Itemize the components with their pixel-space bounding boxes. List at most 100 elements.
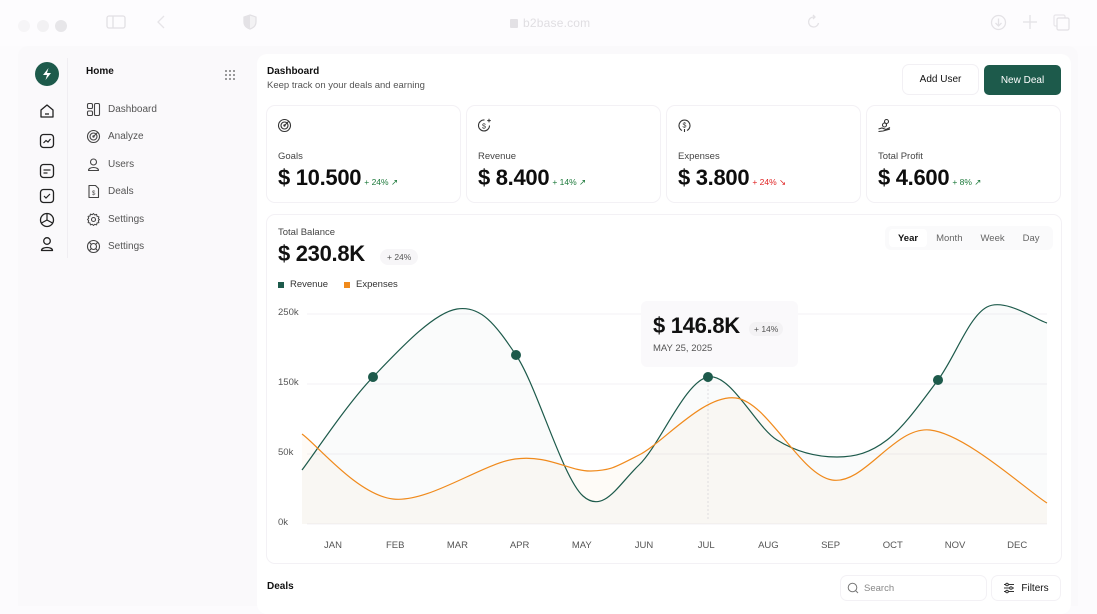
- add-user-button[interactable]: Add User: [903, 65, 978, 94]
- stat-card-expenses: $: [667, 106, 860, 202]
- maximize-window-button[interactable]: [55, 20, 67, 32]
- document-dollar-icon: $: [86, 184, 101, 199]
- stat-label: Revenue: [478, 151, 517, 162]
- stat-card-goals: [267, 106, 460, 202]
- tabs-overview-icon[interactable]: [1053, 14, 1070, 36]
- address-bar[interactable]: b2base.com: [510, 16, 590, 30]
- stat-card-revenue: $: [467, 106, 660, 202]
- stat-delta: + 8% ↗: [952, 177, 982, 187]
- stat-delta: + 24% ↘: [752, 177, 787, 187]
- legend-revenue[interactable]: Revenue: [278, 279, 328, 290]
- legend-swatch: [344, 281, 351, 288]
- sidebar-item-label: Users: [108, 158, 135, 170]
- chart-tooltip: $ 146.8K + 14% MAY 25, 2025: [641, 301, 798, 367]
- tooltip-date: MAY 25, 2025: [653, 343, 713, 354]
- legend-swatch: [278, 281, 284, 288]
- stat-value: $ 4.600 + 8% ↗: [878, 165, 982, 190]
- new-deal-button[interactable]: New Deal: [984, 65, 1061, 95]
- tooltip-value: $ 146.8K: [653, 313, 740, 338]
- user-icon: [86, 157, 101, 172]
- search-input[interactable]: [864, 582, 974, 594]
- x-tick: MAY: [571, 540, 592, 551]
- chart-legend: Revenue Expenses: [278, 279, 398, 290]
- sidebar-toggle-icon[interactable]: [106, 14, 126, 35]
- stat-label: Goals: [278, 151, 303, 162]
- x-tick: JAN: [324, 540, 342, 551]
- y-tick: 50k: [278, 447, 294, 458]
- user-icon[interactable]: [38, 235, 56, 253]
- sidebar-nav: Home Dashboard Analyze Users $ Deals Set…: [86, 66, 246, 253]
- x-tick: NOV: [944, 540, 966, 551]
- grid-menu-icon[interactable]: [224, 68, 236, 80]
- balance-line-chart[interactable]: [267, 215, 1061, 563]
- chart-data-point[interactable]: [368, 372, 378, 382]
- tab-year[interactable]: Year: [889, 229, 928, 247]
- dollar-out-icon: $: [677, 118, 692, 133]
- icon-rail: [18, 50, 66, 270]
- stat-delta: + 14% ↗: [552, 177, 587, 187]
- stat-value: $ 8.400 + 14% ↗: [478, 165, 587, 190]
- svg-text:$: $: [92, 191, 96, 197]
- x-tick: JUL: [697, 540, 715, 551]
- dollar-sparkle-icon: $: [477, 118, 492, 133]
- chart-data-point[interactable]: [511, 350, 521, 360]
- sidebar-section-title: Home: [86, 66, 114, 77]
- tab-month[interactable]: Month: [936, 232, 963, 244]
- x-tick: JUN: [634, 540, 654, 551]
- page-title: Dashboard: [267, 66, 320, 77]
- balance-label: Total Balance: [278, 227, 336, 238]
- sidebar-item-settings[interactable]: Settings: [86, 209, 144, 229]
- svg-text:$: $: [683, 123, 687, 130]
- logo[interactable]: [35, 62, 59, 86]
- deals-search[interactable]: [841, 576, 986, 600]
- sidebar-divider: [67, 58, 68, 258]
- period-selector: Year Month Week Day: [885, 226, 1053, 250]
- x-tick: DEC: [1007, 540, 1028, 551]
- legend-expenses[interactable]: Expenses: [344, 279, 398, 290]
- svg-text:$: $: [482, 123, 486, 130]
- stat-label: Expenses: [678, 151, 720, 162]
- balance-value: $ 230.8K: [278, 241, 365, 266]
- chart-data-point[interactable]: [933, 375, 943, 385]
- tab-week[interactable]: Week: [980, 232, 1005, 244]
- filters-icon: [1004, 582, 1015, 594]
- stat-value: $ 10.500 + 24% ↗: [278, 165, 399, 190]
- x-tick: MAR: [446, 540, 468, 551]
- pie-chart-icon[interactable]: [38, 211, 56, 229]
- chart-data-point[interactable]: [703, 372, 713, 382]
- checkbox-icon[interactable]: [38, 187, 56, 205]
- home-icon[interactable]: [38, 102, 56, 120]
- sidebar-item-label: Analyze: [108, 130, 144, 142]
- hand-coins-icon: [877, 118, 892, 133]
- message-icon[interactable]: [38, 162, 56, 180]
- sidebar-item-deals[interactable]: $ Deals: [86, 181, 134, 201]
- main-panel: Dashboard Keep track on your deals and e…: [257, 54, 1071, 614]
- reload-icon[interactable]: [806, 14, 822, 35]
- x-tick: OCT: [882, 540, 903, 551]
- sidebar-item-support[interactable]: Settings: [86, 236, 144, 256]
- download-icon[interactable]: [990, 14, 1007, 36]
- minimize-window-button[interactable]: [37, 20, 49, 32]
- y-tick: 0k: [278, 517, 289, 528]
- stat-delta: + 24% ↗: [364, 177, 399, 187]
- target-icon: [277, 118, 292, 133]
- sidebar-item-label: Dashboard: [108, 103, 157, 115]
- x-tick: APR: [509, 540, 530, 551]
- gear-icon: [86, 212, 101, 227]
- lock-icon: [510, 19, 518, 28]
- y-tick: 250k: [278, 307, 299, 318]
- filters-button[interactable]: Filters: [992, 576, 1060, 600]
- sidebar-item-dashboard[interactable]: Dashboard: [86, 99, 157, 119]
- trend-icon[interactable]: [38, 132, 56, 150]
- shield-icon[interactable]: [243, 14, 257, 35]
- new-tab-icon[interactable]: [1022, 14, 1038, 35]
- tab-day[interactable]: Day: [1022, 232, 1040, 244]
- back-icon[interactable]: [156, 14, 166, 35]
- x-tick: FEB: [385, 540, 405, 551]
- sidebar-item-analyze[interactable]: Analyze: [86, 126, 144, 146]
- tooltip-delta: + 14%: [749, 322, 784, 336]
- stat-card-total-profit: [867, 106, 1060, 202]
- close-window-button[interactable]: [18, 20, 30, 32]
- sidebar-item-users[interactable]: Users: [86, 154, 134, 174]
- lifebuoy-icon: [86, 239, 101, 254]
